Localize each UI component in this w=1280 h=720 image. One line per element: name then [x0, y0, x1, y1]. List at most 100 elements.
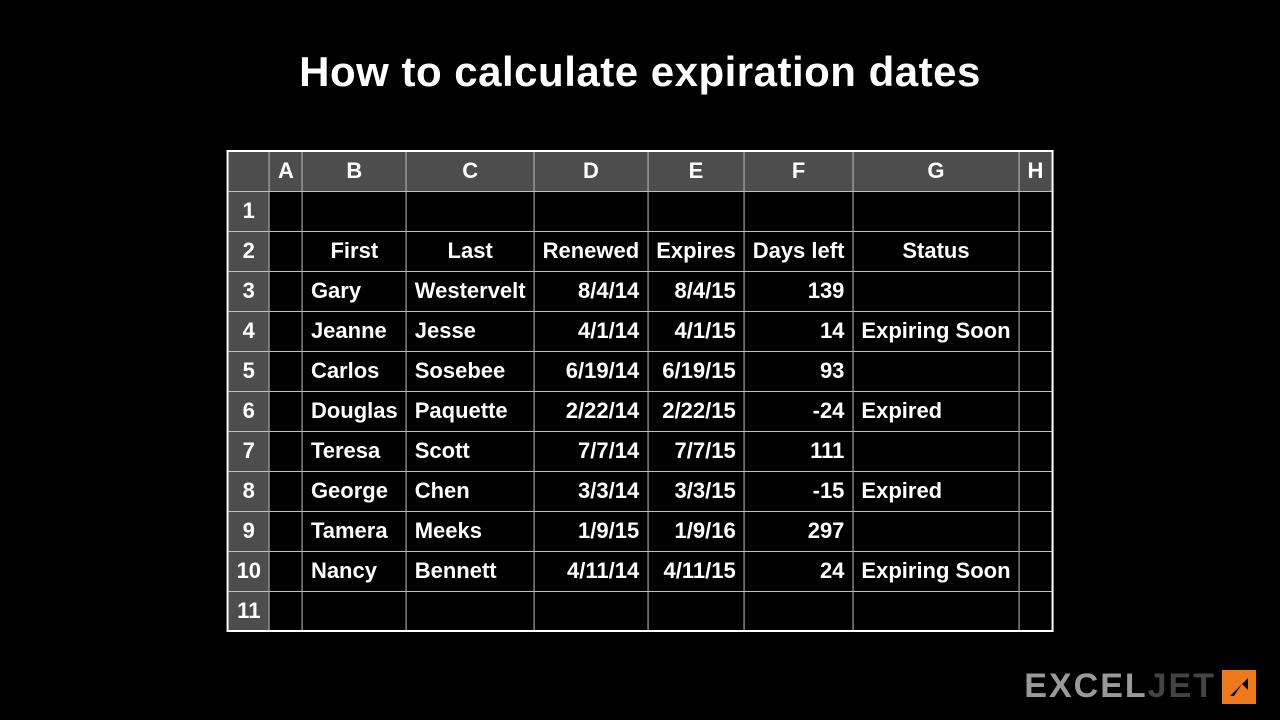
row-header-3[interactable]: 3 — [228, 271, 270, 311]
cell-D1[interactable] — [534, 191, 648, 231]
cell-H1[interactable] — [1019, 191, 1052, 231]
cell-A5[interactable] — [270, 351, 303, 391]
row-header-4[interactable]: 4 — [228, 311, 270, 351]
cell-G11[interactable] — [853, 591, 1019, 631]
cell-A9[interactable] — [270, 511, 303, 551]
cell-F1[interactable] — [744, 191, 853, 231]
col-header-E[interactable]: E — [648, 151, 745, 191]
cell-A8[interactable] — [270, 471, 303, 511]
cell-A7[interactable] — [270, 431, 303, 471]
cell-G2[interactable]: Status — [853, 231, 1019, 271]
cell-A11[interactable] — [270, 591, 303, 631]
cell-F3[interactable]: 139 — [744, 271, 853, 311]
row-header-6[interactable]: 6 — [228, 391, 270, 431]
cell-F6[interactable]: -24 — [744, 391, 853, 431]
cell-D10[interactable]: 4/11/14 — [534, 551, 648, 591]
cell-F8[interactable]: -15 — [744, 471, 853, 511]
cell-D9[interactable]: 1/9/15 — [534, 511, 648, 551]
cell-G6[interactable]: Expired — [853, 391, 1019, 431]
cell-G4[interactable]: Expiring Soon — [853, 311, 1019, 351]
cell-C8[interactable]: Chen — [406, 471, 534, 511]
cell-F11[interactable] — [744, 591, 853, 631]
cell-D5[interactable]: 6/19/14 — [534, 351, 648, 391]
row-header-2[interactable]: 2 — [228, 231, 270, 271]
row-header-1[interactable]: 1 — [228, 191, 270, 231]
cell-F10[interactable]: 24 — [744, 551, 853, 591]
row-header-9[interactable]: 9 — [228, 511, 270, 551]
col-header-D[interactable]: D — [534, 151, 648, 191]
cell-B3[interactable]: Gary — [302, 271, 406, 311]
cell-E3[interactable]: 8/4/15 — [648, 271, 745, 311]
cell-C2[interactable]: Last — [406, 231, 534, 271]
cell-D6[interactable]: 2/22/14 — [534, 391, 648, 431]
cell-D2[interactable]: Renewed — [534, 231, 648, 271]
col-header-A[interactable]: A — [270, 151, 303, 191]
cell-E11[interactable] — [648, 591, 745, 631]
cell-F4[interactable]: 14 — [744, 311, 853, 351]
cell-E6[interactable]: 2/22/15 — [648, 391, 745, 431]
cell-C7[interactable]: Scott — [406, 431, 534, 471]
col-header-C[interactable]: C — [406, 151, 534, 191]
cell-H7[interactable] — [1019, 431, 1052, 471]
cell-E8[interactable]: 3/3/15 — [648, 471, 745, 511]
cell-G3[interactable] — [853, 271, 1019, 311]
cell-C4[interactable]: Jesse — [406, 311, 534, 351]
cell-G5[interactable] — [853, 351, 1019, 391]
cell-A4[interactable] — [270, 311, 303, 351]
row-header-10[interactable]: 10 — [228, 551, 270, 591]
row-header-5[interactable]: 5 — [228, 351, 270, 391]
cell-G7[interactable] — [853, 431, 1019, 471]
cell-C11[interactable] — [406, 591, 534, 631]
cell-H10[interactable] — [1019, 551, 1052, 591]
cell-G1[interactable] — [853, 191, 1019, 231]
cell-D3[interactable]: 8/4/14 — [534, 271, 648, 311]
cell-D8[interactable]: 3/3/14 — [534, 471, 648, 511]
row-header-11[interactable]: 11 — [228, 591, 270, 631]
cell-B5[interactable]: Carlos — [302, 351, 406, 391]
cell-E9[interactable]: 1/9/16 — [648, 511, 745, 551]
col-header-G[interactable]: G — [853, 151, 1019, 191]
cell-E7[interactable]: 7/7/15 — [648, 431, 745, 471]
cell-H5[interactable] — [1019, 351, 1052, 391]
cell-H2[interactable] — [1019, 231, 1052, 271]
cell-H3[interactable] — [1019, 271, 1052, 311]
cell-E10[interactable]: 4/11/15 — [648, 551, 745, 591]
cell-D7[interactable]: 7/7/14 — [534, 431, 648, 471]
cell-C3[interactable]: Westervelt — [406, 271, 534, 311]
row-header-7[interactable]: 7 — [228, 431, 270, 471]
cell-E1[interactable] — [648, 191, 745, 231]
cell-B6[interactable]: Douglas — [302, 391, 406, 431]
row-header-8[interactable]: 8 — [228, 471, 270, 511]
cell-A2[interactable] — [270, 231, 303, 271]
cell-F2[interactable]: Days left — [744, 231, 853, 271]
cell-H6[interactable] — [1019, 391, 1052, 431]
cell-G8[interactable]: Expired — [853, 471, 1019, 511]
cell-A6[interactable] — [270, 391, 303, 431]
cell-B4[interactable]: Jeanne — [302, 311, 406, 351]
col-header-B[interactable]: B — [302, 151, 406, 191]
cell-A10[interactable] — [270, 551, 303, 591]
cell-B11[interactable] — [302, 591, 406, 631]
cell-F7[interactable]: 111 — [744, 431, 853, 471]
cell-A3[interactable] — [270, 271, 303, 311]
cell-C9[interactable]: Meeks — [406, 511, 534, 551]
cell-D11[interactable] — [534, 591, 648, 631]
cell-H9[interactable] — [1019, 511, 1052, 551]
cell-C1[interactable] — [406, 191, 534, 231]
cell-D4[interactable]: 4/1/14 — [534, 311, 648, 351]
cell-H8[interactable] — [1019, 471, 1052, 511]
cell-B7[interactable]: Teresa — [302, 431, 406, 471]
cell-F5[interactable]: 93 — [744, 351, 853, 391]
cell-E4[interactable]: 4/1/15 — [648, 311, 745, 351]
cell-B10[interactable]: Nancy — [302, 551, 406, 591]
col-header-H[interactable]: H — [1019, 151, 1052, 191]
cell-B1[interactable] — [302, 191, 406, 231]
cell-H4[interactable] — [1019, 311, 1052, 351]
cell-C6[interactable]: Paquette — [406, 391, 534, 431]
cell-A1[interactable] — [270, 191, 303, 231]
cell-C10[interactable]: Bennett — [406, 551, 534, 591]
cell-C5[interactable]: Sosebee — [406, 351, 534, 391]
cell-B8[interactable]: George — [302, 471, 406, 511]
cell-F9[interactable]: 297 — [744, 511, 853, 551]
cell-H11[interactable] — [1019, 591, 1052, 631]
